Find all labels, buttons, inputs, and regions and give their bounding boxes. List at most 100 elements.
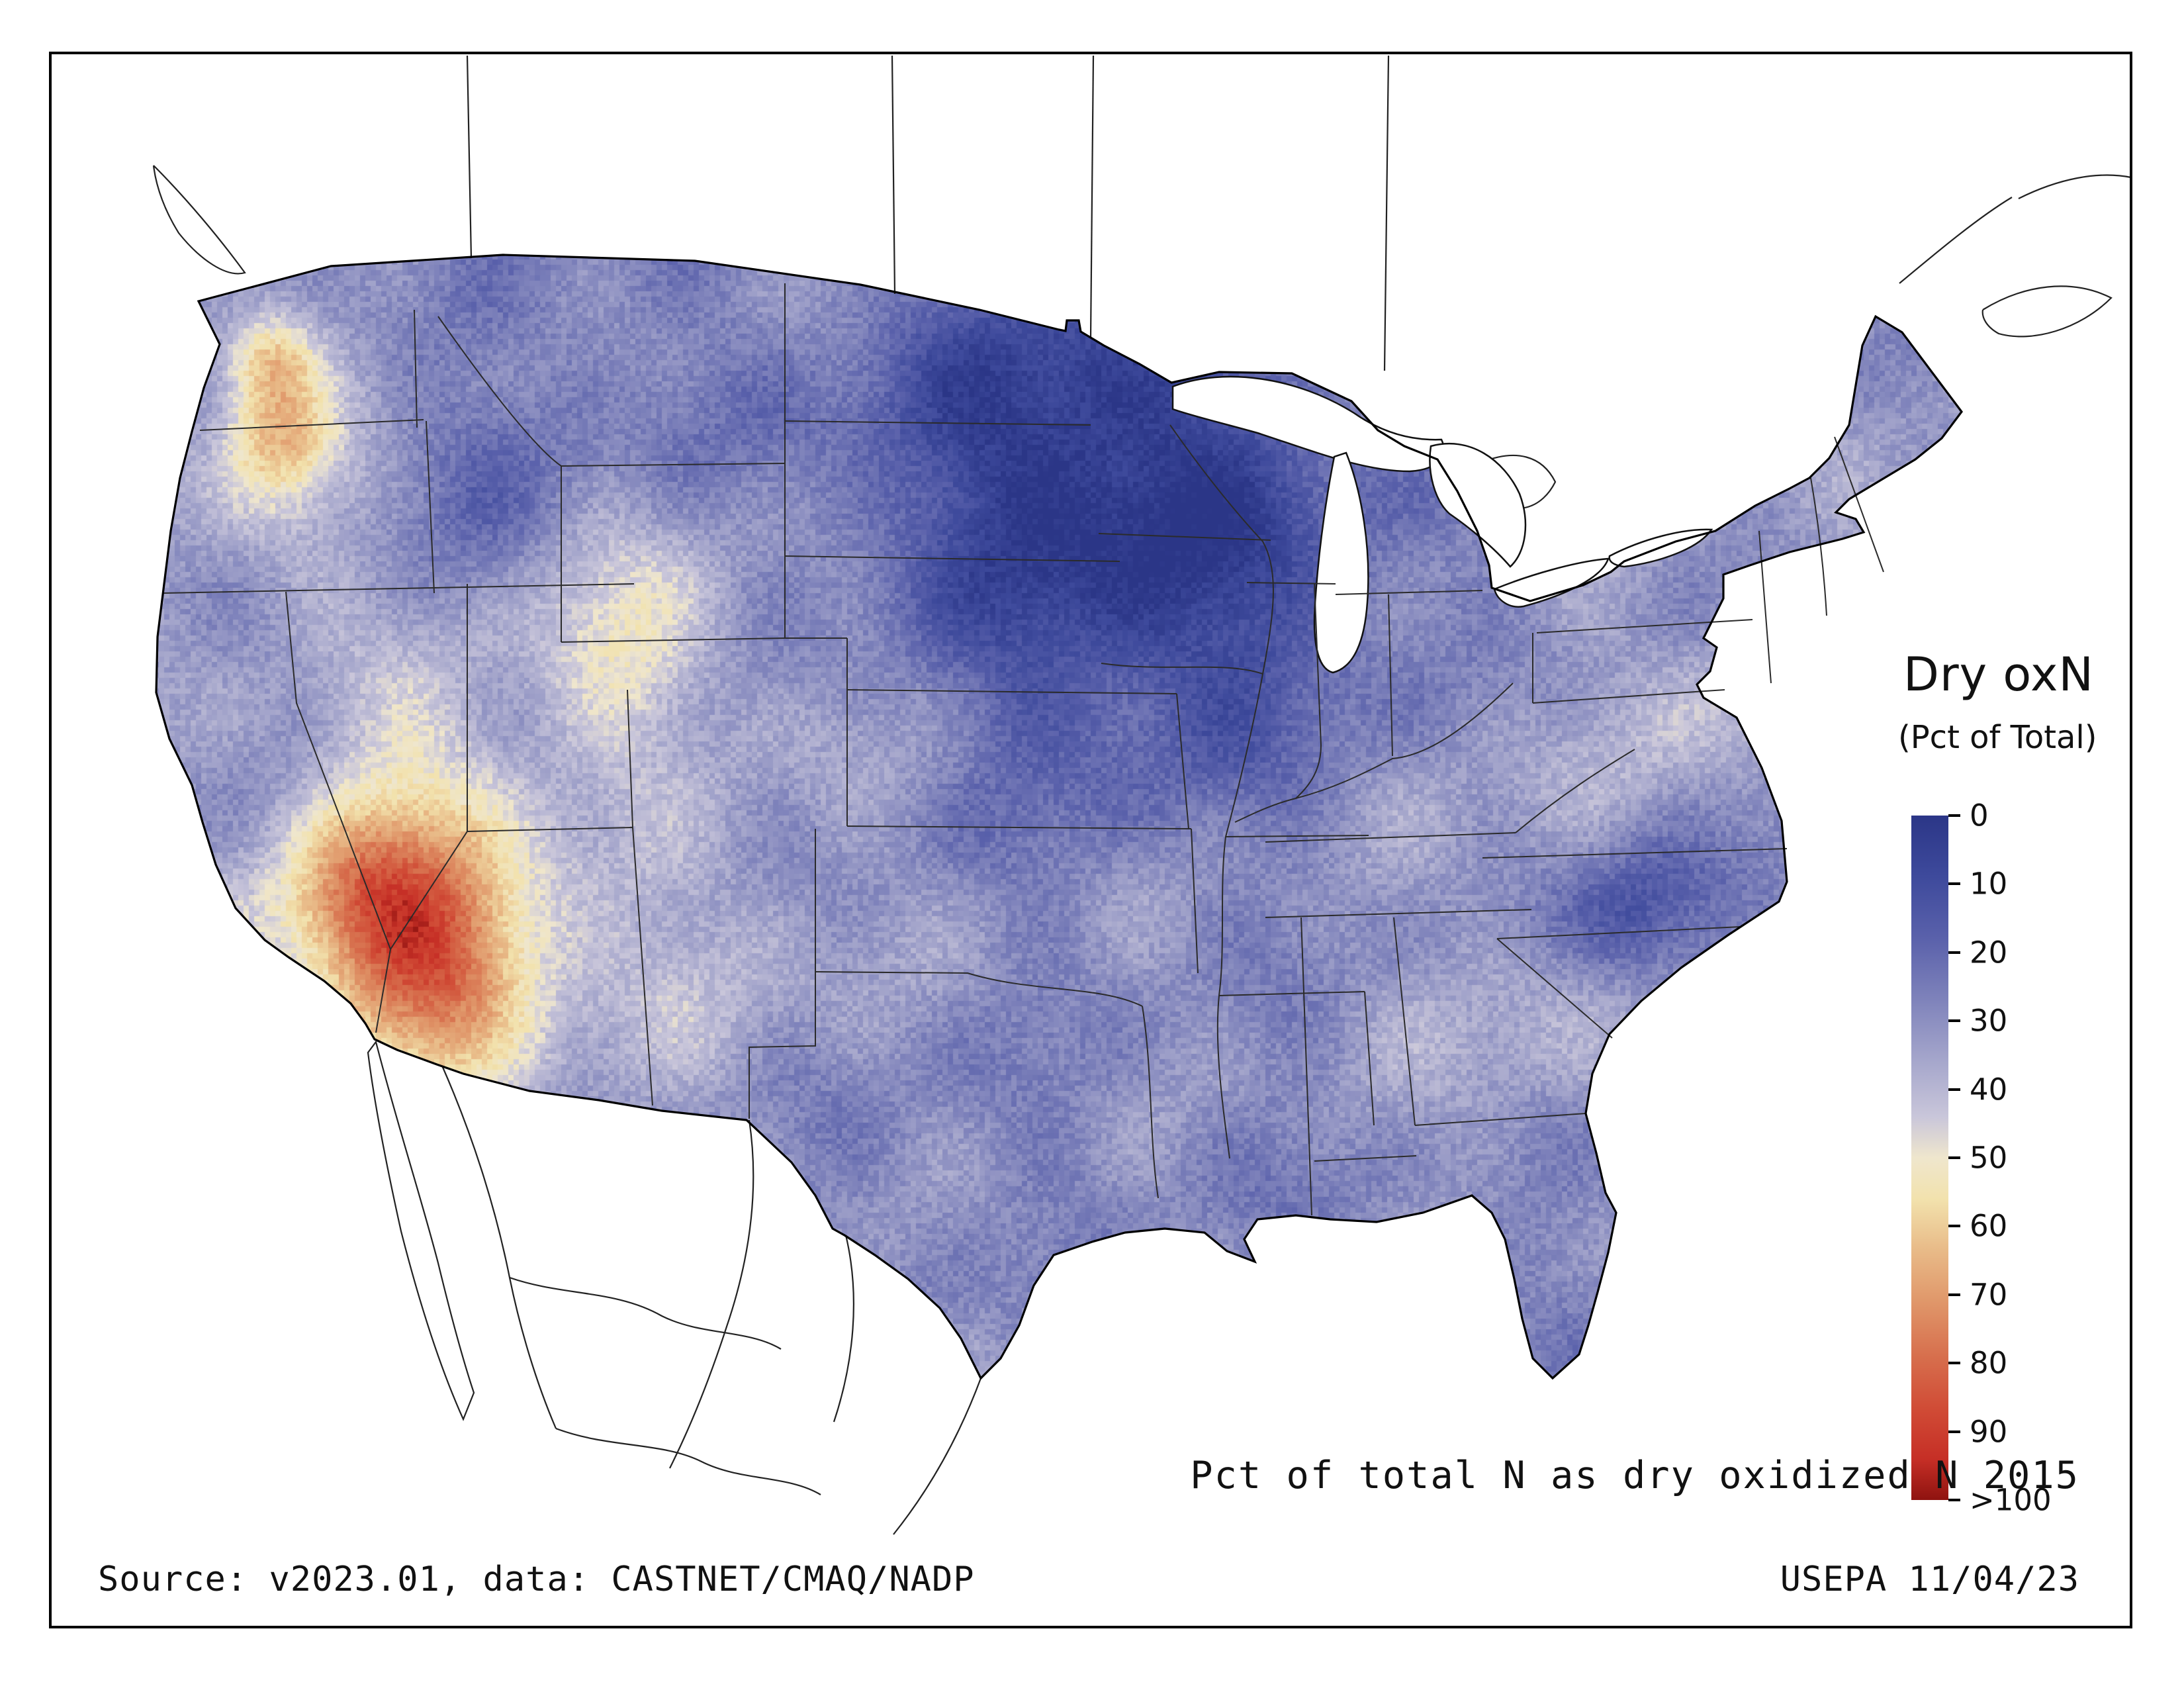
state-border-line bbox=[1496, 938, 1613, 1039]
state-border-line bbox=[1364, 991, 1375, 1126]
us-outline bbox=[155, 254, 1963, 1380]
legend-tick-label: 50 bbox=[1970, 1140, 2008, 1176]
state-border-line bbox=[1169, 424, 1274, 1159]
state-border-line bbox=[414, 309, 418, 428]
state-border-line bbox=[1496, 926, 1741, 939]
state-border-line bbox=[1758, 530, 1772, 684]
state-border-line bbox=[1176, 693, 1189, 829]
state-borders bbox=[162, 283, 1884, 1216]
agency-date-caption: USEPA 11/04/23 bbox=[1780, 1560, 2079, 1599]
source-caption: Source: v2023.01, data: CASTNET/CMAQ/NAD… bbox=[98, 1560, 975, 1599]
canada-mexico-outlines bbox=[152, 55, 2132, 1535]
state-border-line bbox=[1246, 582, 1336, 585]
legend-tick-label: 30 bbox=[1970, 1003, 2008, 1039]
state-border-line bbox=[1225, 835, 1369, 837]
legend-tick-mark bbox=[1948, 882, 1960, 886]
legend-tick-mark bbox=[1948, 1156, 1960, 1159]
state-border-line bbox=[1388, 594, 1393, 757]
state-border-line bbox=[627, 689, 633, 828]
state-border-line bbox=[1098, 533, 1271, 541]
state-border-line bbox=[1218, 991, 1365, 996]
context-border-line bbox=[891, 55, 896, 295]
figure-frame-border bbox=[49, 52, 2132, 1628]
state-border-line bbox=[437, 316, 562, 467]
state-border-line bbox=[1515, 749, 1635, 833]
legend-tick-label: 0 bbox=[1970, 798, 1989, 833]
legend-tick-label: >100 bbox=[1970, 1482, 2052, 1518]
legend-tick-label: 60 bbox=[1970, 1208, 2008, 1244]
context-border-line bbox=[1383, 55, 1390, 371]
legend-colorbar bbox=[1911, 816, 1948, 1500]
state-border-line bbox=[1142, 1006, 1159, 1199]
state-border-line bbox=[1314, 1155, 1417, 1162]
state-border-line bbox=[1482, 848, 1788, 859]
context-border-line bbox=[2018, 174, 2132, 199]
state-border-line bbox=[1234, 682, 1514, 823]
context-border-line bbox=[466, 55, 473, 259]
context-border-line bbox=[1899, 197, 2013, 284]
context-border-line bbox=[555, 1427, 821, 1495]
state-border-line bbox=[846, 689, 1177, 694]
legend-tick-label: 40 bbox=[1970, 1072, 2008, 1107]
state-border-line bbox=[1265, 832, 1516, 843]
state-border-line bbox=[390, 831, 468, 950]
legend-tick-mark bbox=[1948, 1499, 1960, 1501]
context-border-line bbox=[152, 165, 246, 275]
state-border-line bbox=[561, 637, 786, 643]
state-border-line bbox=[162, 583, 635, 594]
state-border-line bbox=[1335, 590, 1483, 595]
state-border-line bbox=[1536, 619, 1753, 633]
state-border-line bbox=[632, 827, 653, 1106]
state-border-line bbox=[1393, 917, 1416, 1126]
state-border-line bbox=[1101, 663, 1263, 675]
legend-tick-label: 10 bbox=[1970, 866, 2008, 902]
state-border-line bbox=[749, 829, 816, 1119]
context-border-line bbox=[1089, 55, 1095, 338]
context-border-line bbox=[893, 1378, 982, 1535]
state-border-line bbox=[1265, 909, 1532, 918]
state-border-line bbox=[561, 463, 786, 467]
great-lake-shape bbox=[1429, 442, 1527, 568]
legend-tick-mark bbox=[1948, 1019, 1960, 1023]
context-border-line bbox=[1981, 285, 2113, 338]
legend-tick-mark bbox=[1948, 1430, 1960, 1433]
state-border-line bbox=[467, 827, 633, 832]
legend-subtitle: (Pct of Total) bbox=[1898, 719, 2097, 756]
state-border-line bbox=[1295, 583, 1322, 799]
legend-tick-mark bbox=[1948, 814, 1960, 817]
legend-tick-mark bbox=[1948, 1362, 1960, 1365]
legend-tick-label: 70 bbox=[1970, 1277, 2008, 1313]
legend-title: Dry oxN bbox=[1903, 647, 2094, 702]
context-border-line bbox=[833, 1235, 854, 1423]
state-border-line bbox=[285, 591, 392, 1033]
legend-tick-label: 80 bbox=[1970, 1345, 2008, 1381]
state-border-line bbox=[784, 420, 1091, 426]
state-border-line bbox=[1191, 828, 1199, 974]
legend-tick-label: 90 bbox=[1970, 1414, 2008, 1450]
legend-tick-mark bbox=[1948, 1293, 1960, 1296]
context-border-line bbox=[669, 1119, 754, 1469]
great-lake-shape bbox=[1313, 451, 1369, 674]
state-border-line bbox=[1300, 917, 1312, 1216]
context-border-line bbox=[441, 1065, 557, 1429]
map-caption: Pct of total N as dry oxidized N 2015 bbox=[1190, 1454, 2079, 1497]
state-border-line bbox=[1414, 1113, 1586, 1126]
context-border-line bbox=[509, 1276, 782, 1350]
state-border-line bbox=[1532, 689, 1725, 704]
great-lake-shape bbox=[1493, 557, 1610, 608]
legend-tick-label: 20 bbox=[1970, 935, 2008, 970]
state-border-line bbox=[784, 555, 1120, 562]
legend-tick-mark bbox=[1948, 1088, 1960, 1091]
state-border-line bbox=[815, 971, 1143, 1007]
state-border-line bbox=[1810, 477, 1827, 616]
state-border-line bbox=[199, 419, 424, 431]
legend-tick-mark bbox=[1948, 1225, 1960, 1228]
state-border-line bbox=[1834, 436, 1884, 573]
context-border-line bbox=[367, 1040, 475, 1421]
state-border-line bbox=[846, 825, 1192, 829]
legend-tick-mark bbox=[1948, 951, 1960, 954]
state-border-line bbox=[426, 420, 435, 594]
